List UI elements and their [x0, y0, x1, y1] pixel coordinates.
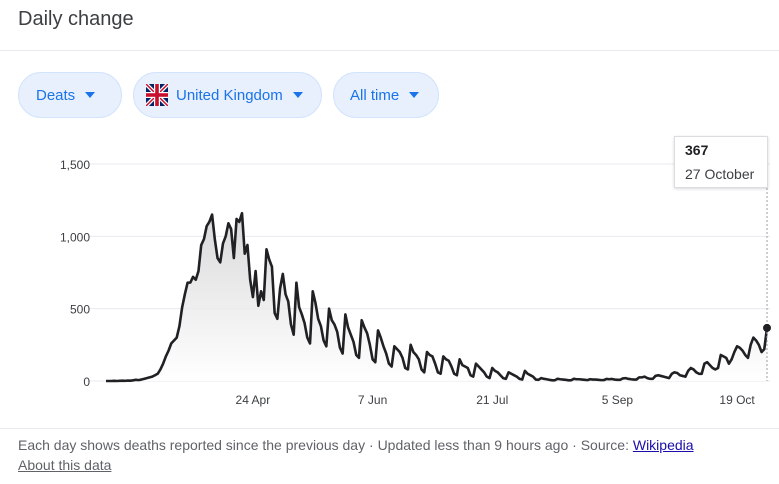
- chevron-down-icon: [85, 92, 96, 98]
- source-link[interactable]: Wikipedia: [632, 437, 694, 453]
- footer-source-label: Source:: [580, 437, 629, 453]
- daily-change-chart[interactable]: 0 500 1,000 1,500 24 Apr 7 Jun 21 Jul 5 Sep 19 O…: [0, 130, 779, 420]
- chevron-down-icon: [292, 92, 303, 98]
- chart-footer: Each day shows deaths reported since the…: [18, 437, 694, 453]
- time-range-dropdown[interactable]: All time: [333, 72, 439, 118]
- footer-divider: [0, 428, 779, 429]
- x-tick-label: 24 Apr: [236, 393, 271, 407]
- x-tick-label: 7 Jun: [358, 393, 387, 407]
- chevron-down-icon: [409, 92, 420, 98]
- region-dropdown-label: United Kingdom: [176, 86, 283, 104]
- y-tick-label: 500: [70, 303, 90, 317]
- about-data-link[interactable]: About this data: [18, 457, 112, 473]
- page-title: Daily change: [18, 8, 134, 30]
- x-tick-label: 21 Jul: [476, 393, 508, 407]
- x-tick-label: 19 Oct: [719, 393, 755, 407]
- y-tick-label: 1,500: [60, 158, 90, 172]
- region-dropdown[interactable]: United Kingdom: [133, 72, 322, 118]
- last-point-marker: [763, 323, 771, 332]
- chart-tooltip: 367 27 October: [674, 136, 768, 188]
- footer-separator: ·: [572, 437, 581, 453]
- series-area: [106, 213, 767, 381]
- time-range-dropdown-label: All time: [350, 86, 400, 104]
- uk-flag-icon: [146, 84, 168, 106]
- x-tick-label: 5 Sep: [602, 393, 634, 407]
- footer-updated: Updated less than 9 hours ago: [377, 437, 569, 453]
- series-line: [106, 211, 769, 383]
- footer-note: Each day shows deaths reported since the…: [18, 437, 366, 453]
- tooltip-date: 27 October: [685, 166, 755, 182]
- metric-dropdown[interactable]: Deats: [18, 72, 122, 118]
- footer-separator: ·: [369, 437, 378, 453]
- y-tick-label: 1,000: [60, 230, 90, 244]
- tooltip-value: 367: [685, 142, 709, 158]
- metric-dropdown-label: Deats: [36, 86, 76, 104]
- y-tick-label: 0: [83, 375, 90, 389]
- header-divider: [0, 50, 779, 51]
